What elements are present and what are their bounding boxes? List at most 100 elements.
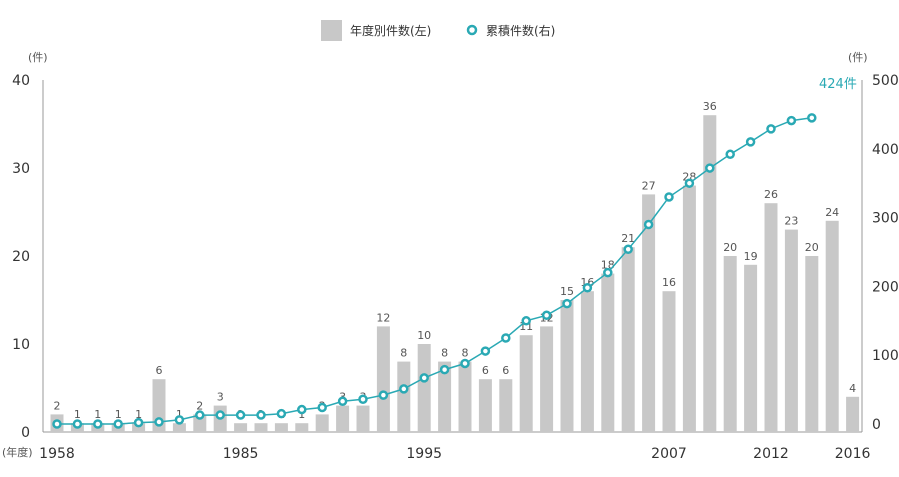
bar xyxy=(682,185,696,432)
bar xyxy=(846,396,860,432)
line-point xyxy=(113,419,123,429)
legend-line-marker xyxy=(466,24,478,36)
bar-value-label: 6 xyxy=(482,364,489,377)
line-point xyxy=(725,149,735,160)
line-point xyxy=(195,410,205,420)
x-axis-prefix-label: (年度) xyxy=(2,445,33,459)
line-point xyxy=(93,419,103,429)
y-left-ticks: 0 10 20 30 40 xyxy=(12,73,30,441)
y-right-tick-label: 200 xyxy=(872,279,899,295)
bar-value-label: 23 xyxy=(784,215,798,228)
bar-value-label: 3 xyxy=(217,391,224,404)
x-ticks: 1958 1985 1995 2007 2012 2016 xyxy=(39,446,870,462)
y-right-tick-label: 300 xyxy=(872,211,899,227)
line-point xyxy=(174,415,185,425)
y-right-tick-label: 0 xyxy=(872,417,881,433)
bar xyxy=(132,423,146,432)
line-point xyxy=(297,404,307,415)
line-point xyxy=(154,417,164,427)
bar xyxy=(642,194,656,432)
bar xyxy=(540,326,554,432)
bar xyxy=(805,256,819,432)
bar-series xyxy=(50,115,860,432)
bar-value-label: 16 xyxy=(662,276,676,289)
bar xyxy=(580,291,594,432)
bar-value-label: 26 xyxy=(764,188,778,201)
line-point xyxy=(603,267,613,278)
bar xyxy=(458,361,472,432)
bar-value-label: 4 xyxy=(849,382,856,395)
bar xyxy=(438,361,452,432)
bar xyxy=(478,379,492,432)
line-point xyxy=(378,390,389,400)
line-point xyxy=(480,346,491,356)
bar-value-label: 6 xyxy=(156,364,163,377)
bar-value-label: 24 xyxy=(825,206,839,219)
bar-value-label: 1 xyxy=(115,408,122,421)
bar-value-label: 6 xyxy=(502,364,509,377)
line-point xyxy=(643,219,654,230)
y-right-tick-label: 400 xyxy=(872,142,899,158)
line-point xyxy=(501,333,511,343)
bar xyxy=(172,423,186,432)
line-point xyxy=(582,283,593,293)
line-point xyxy=(623,244,633,254)
line-point xyxy=(133,417,144,428)
line-point xyxy=(419,373,429,383)
y-left-tick-label: 10 xyxy=(12,337,30,353)
y-right-ticks: 0 100 200 300 400 500 xyxy=(872,73,899,433)
x-tick-label: 1995 xyxy=(406,446,442,462)
bar-value-label: 1 xyxy=(74,408,81,421)
bar xyxy=(601,273,615,432)
bar xyxy=(784,229,798,432)
y-left-tick-label: 40 xyxy=(12,73,30,89)
bar xyxy=(621,247,635,432)
bar xyxy=(193,414,207,432)
line-point xyxy=(541,310,552,321)
bar xyxy=(315,414,329,432)
bar xyxy=(519,335,533,432)
bar xyxy=(295,423,309,432)
bar-value-label: 8 xyxy=(400,347,407,360)
y-left-tick-label: 30 xyxy=(12,161,30,177)
line-point xyxy=(358,394,368,404)
legend-bar-label: 年度別件数(左) xyxy=(350,23,431,38)
line-point xyxy=(562,298,572,309)
line-point xyxy=(256,410,266,420)
cumulative-line xyxy=(57,117,812,425)
bar-value-label: 20 xyxy=(723,241,737,254)
bar-value-labels: 2111161231111233128108866111215161821271… xyxy=(54,100,857,421)
line-point xyxy=(215,410,225,420)
line-point xyxy=(705,163,715,173)
y-left-tick-label: 0 xyxy=(21,425,30,441)
bar xyxy=(499,379,513,432)
bar xyxy=(356,405,370,432)
bar-value-label: 21 xyxy=(621,232,635,245)
x-tick-label: 1985 xyxy=(223,446,259,462)
bar-value-label: 12 xyxy=(376,311,390,324)
legend-bar-swatch xyxy=(321,20,342,41)
line-point xyxy=(439,364,450,375)
bar-value-label: 15 xyxy=(560,285,574,298)
bar xyxy=(744,264,758,432)
bar-value-label: 10 xyxy=(417,329,431,342)
line-point xyxy=(337,396,348,407)
line-point xyxy=(317,402,327,413)
line-series xyxy=(52,113,817,429)
bar xyxy=(703,115,717,432)
bar-value-label: 1 xyxy=(298,408,305,421)
y-left-tick-label: 20 xyxy=(12,249,30,265)
bar xyxy=(336,405,350,432)
bar xyxy=(376,326,390,432)
line-point xyxy=(745,137,756,147)
bar-value-label: 1 xyxy=(176,408,183,421)
x-tick-label: 1958 xyxy=(39,446,75,462)
y-left-unit-label: (件) xyxy=(28,51,48,64)
y-right-tick-label: 500 xyxy=(872,73,899,89)
y-right-unit-label: (件) xyxy=(848,51,868,64)
x-tick-label: 2016 xyxy=(835,446,871,462)
x-tick-label: 2007 xyxy=(651,446,687,462)
line-point xyxy=(72,419,83,429)
